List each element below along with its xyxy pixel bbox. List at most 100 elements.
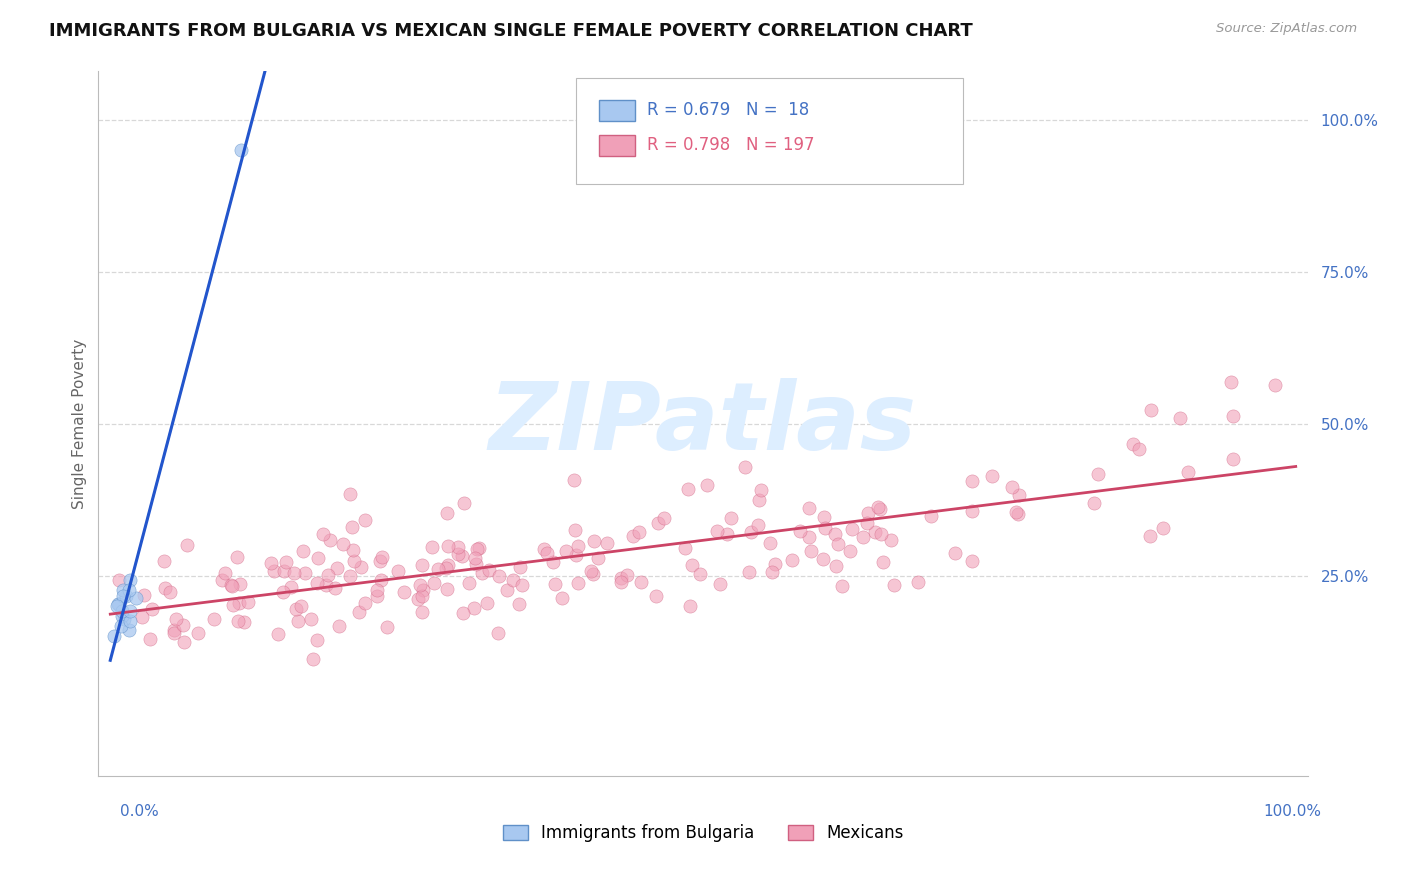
Point xyxy=(856,507,879,521)
Point xyxy=(709,576,731,591)
Point xyxy=(283,566,305,580)
Point xyxy=(214,566,236,580)
Point xyxy=(495,583,517,598)
Point xyxy=(152,554,174,568)
Point xyxy=(120,604,142,618)
Point xyxy=(447,547,470,561)
Point xyxy=(339,487,361,501)
Point xyxy=(112,612,135,626)
Point xyxy=(813,510,835,524)
Point xyxy=(354,513,377,527)
Point xyxy=(673,541,696,555)
Point xyxy=(780,552,803,566)
Point xyxy=(299,611,322,625)
Point xyxy=(508,597,530,611)
Point xyxy=(219,578,242,592)
Point xyxy=(533,542,555,557)
Point xyxy=(437,558,460,573)
Point xyxy=(681,558,703,573)
Point xyxy=(564,473,586,487)
Point xyxy=(202,612,225,626)
Point xyxy=(824,559,846,574)
Point xyxy=(920,509,942,524)
Point xyxy=(453,496,475,510)
Point xyxy=(118,623,141,637)
Point xyxy=(141,602,163,616)
Point xyxy=(222,599,245,613)
Point xyxy=(103,629,125,643)
Point xyxy=(451,549,474,563)
Point xyxy=(111,582,134,597)
Point xyxy=(342,520,364,534)
Point xyxy=(536,546,558,560)
Point xyxy=(1008,488,1031,502)
Point xyxy=(596,535,619,549)
Point xyxy=(467,541,489,555)
Point xyxy=(409,578,432,592)
Point xyxy=(285,602,308,616)
Point xyxy=(869,501,891,516)
Point xyxy=(872,555,894,569)
Point xyxy=(486,626,509,640)
Point xyxy=(420,540,443,554)
Point xyxy=(273,564,295,578)
Point xyxy=(841,522,863,536)
FancyBboxPatch shape xyxy=(599,135,636,156)
Point xyxy=(446,541,468,555)
Point xyxy=(451,606,474,620)
Point xyxy=(326,560,349,574)
Point xyxy=(1177,465,1199,479)
Point xyxy=(370,573,392,587)
Point xyxy=(315,578,337,592)
Point xyxy=(287,614,309,628)
Point xyxy=(228,576,250,591)
Point xyxy=(863,525,886,540)
Point xyxy=(960,554,983,568)
Point xyxy=(139,632,162,646)
Point xyxy=(1264,378,1286,392)
Text: R = 0.798   N = 197: R = 0.798 N = 197 xyxy=(647,136,815,154)
Point xyxy=(412,582,434,597)
Point xyxy=(696,478,718,492)
Text: R = 0.679   N =  18: R = 0.679 N = 18 xyxy=(647,101,810,120)
Point xyxy=(111,604,134,618)
Point xyxy=(488,569,510,583)
Point xyxy=(883,578,905,592)
Point xyxy=(226,549,249,564)
Point xyxy=(118,574,141,588)
Point xyxy=(132,588,155,602)
Point xyxy=(411,558,433,573)
Point xyxy=(824,527,846,541)
Point xyxy=(543,577,565,591)
Point xyxy=(307,575,329,590)
Point xyxy=(565,549,588,563)
Point xyxy=(852,530,875,544)
Point xyxy=(880,533,903,548)
Point xyxy=(747,518,769,533)
Point xyxy=(233,615,256,629)
Point xyxy=(1007,507,1029,521)
Point xyxy=(866,500,889,514)
Point xyxy=(943,546,966,560)
Point xyxy=(347,605,370,619)
Point xyxy=(564,524,586,538)
Point xyxy=(616,567,638,582)
Point xyxy=(307,551,329,566)
Point xyxy=(342,553,364,567)
Point xyxy=(678,482,700,496)
Point xyxy=(111,609,134,624)
Point xyxy=(838,544,860,558)
Point xyxy=(319,533,342,547)
Point xyxy=(478,563,501,577)
Point xyxy=(831,578,853,592)
Point xyxy=(267,627,290,641)
Point xyxy=(236,595,259,609)
Point xyxy=(366,583,388,598)
Point xyxy=(740,524,762,539)
Point xyxy=(173,634,195,648)
Point xyxy=(567,575,589,590)
Point xyxy=(814,521,837,535)
Point xyxy=(176,538,198,552)
Point xyxy=(349,560,371,574)
Point xyxy=(645,589,668,603)
